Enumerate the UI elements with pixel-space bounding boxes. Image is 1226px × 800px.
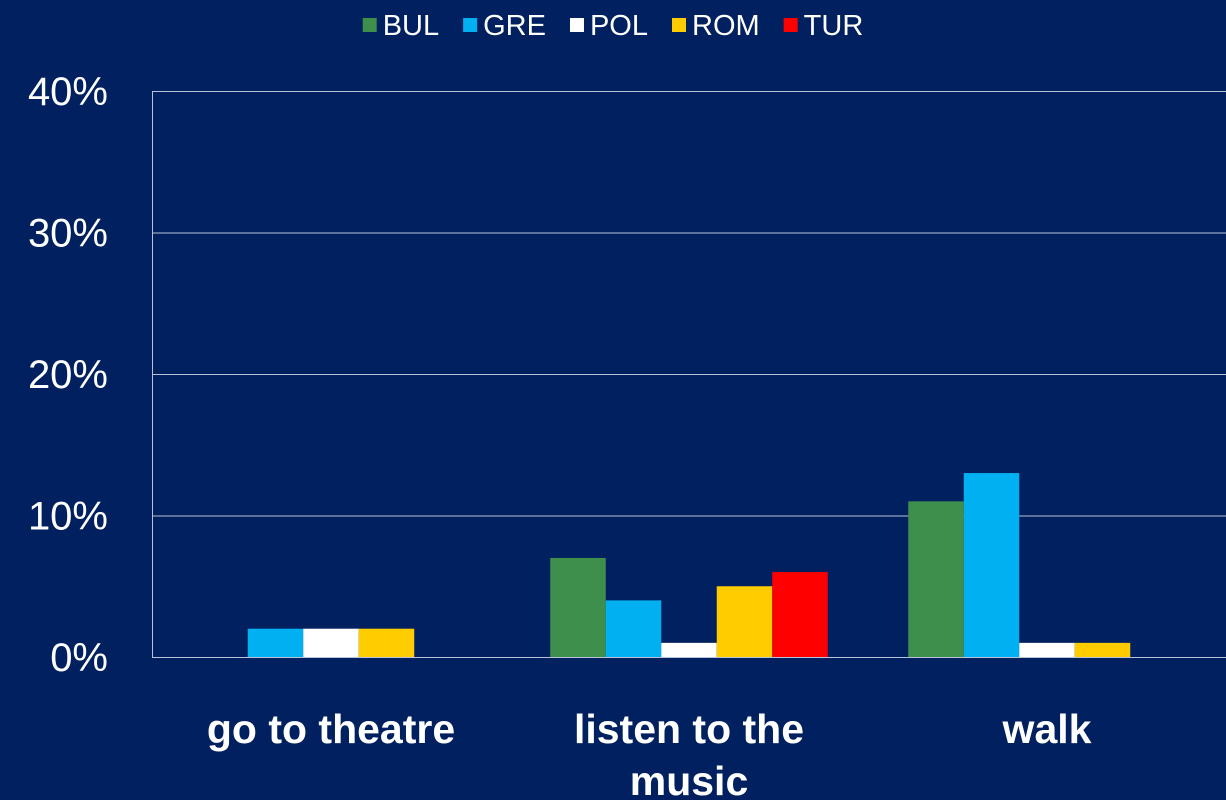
bar-tur-1 <box>772 572 828 657</box>
legend-label-tur: TUR <box>804 10 864 42</box>
legend-label-pol: POL <box>590 10 648 42</box>
y-tick-label-3: 30% <box>28 212 108 256</box>
x-axis-category-labels: go to theatre listen to the music walk <box>207 706 1092 800</box>
bar-rom-2 <box>1074 642 1131 657</box>
bar-pol-1 <box>661 642 717 657</box>
x-category-label-0: go to theatre <box>207 706 455 752</box>
legend-label-bul: BUL <box>383 10 439 42</box>
y-tick-label-1: 10% <box>28 495 108 539</box>
legend-label-rom: ROM <box>692 10 760 42</box>
gridlines <box>152 91 1226 658</box>
x-category-label-1-line-1: music <box>630 758 749 800</box>
y-tick-label-0: 0% <box>50 636 108 680</box>
bar-bul-1 <box>550 557 606 657</box>
y-tick-label-4: 40% <box>28 70 108 114</box>
bar-pol-2 <box>1019 642 1075 657</box>
legend: BUL GRE POL ROM TUR <box>362 10 864 42</box>
legend-swatch-bul <box>362 18 377 32</box>
x-category-label-1-line-0: listen to the <box>574 706 804 752</box>
bars <box>247 473 1131 657</box>
x-category-label-2: walk <box>1002 706 1092 752</box>
bar-gre-2 <box>963 473 1020 657</box>
legend-swatch-rom <box>672 18 687 32</box>
bar-gre-1 <box>605 600 662 657</box>
legend-swatch-tur <box>783 18 798 32</box>
legend-label-gre: GRE <box>483 10 546 42</box>
bar-bul-2 <box>908 501 964 657</box>
bar-rom-0 <box>358 628 415 657</box>
bar-rom-1 <box>716 586 773 657</box>
legend-swatch-gre <box>463 18 478 32</box>
legend-swatch-pol <box>569 18 584 32</box>
y-axis-tick-labels: 0% 10% 20% 30% 40% <box>28 70 108 680</box>
bar-pol-0 <box>303 628 359 657</box>
bar-gre-0 <box>247 628 304 657</box>
y-tick-label-2: 20% <box>28 353 108 397</box>
